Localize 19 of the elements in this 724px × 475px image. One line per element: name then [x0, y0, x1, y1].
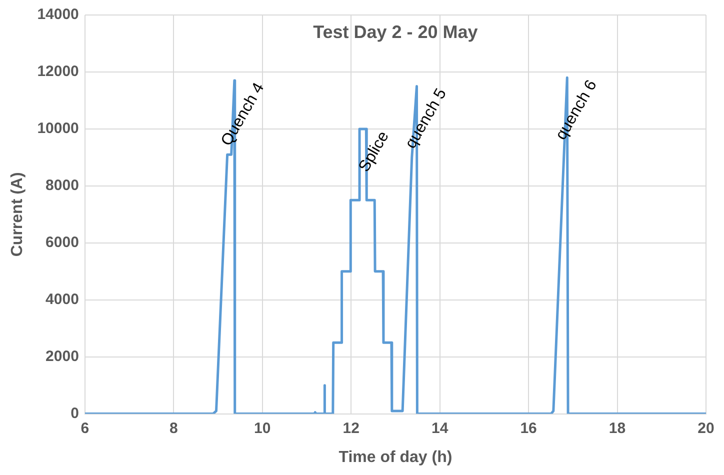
- x-tick-label: 16: [520, 420, 537, 437]
- y-tick-label: 6000: [46, 234, 79, 252]
- x-tick-label: 10: [254, 420, 271, 437]
- y-tick-label: 0: [70, 404, 79, 422]
- y-tick-label: 4000: [46, 291, 79, 308]
- y-tick-label: 14000: [37, 6, 79, 24]
- x-axis-title: Time of day (h): [338, 448, 452, 466]
- y-tick-label: 8000: [46, 177, 79, 194]
- y-tick-label: 12000: [37, 63, 79, 80]
- x-tick-label: 18: [608, 420, 626, 437]
- y-tick-label: 10000: [37, 120, 79, 138]
- x-tick-label: 6: [80, 420, 90, 437]
- x-tick-label: 12: [342, 420, 360, 437]
- y-axis-title: Current (A): [9, 172, 26, 257]
- chart-title: Test Day 2 - 20 May: [313, 22, 478, 42]
- x-tick-label: 8: [169, 420, 178, 437]
- x-tick-label: 20: [698, 420, 714, 437]
- y-tick-label: 2000: [46, 348, 79, 365]
- x-tick-label: 14: [431, 420, 449, 437]
